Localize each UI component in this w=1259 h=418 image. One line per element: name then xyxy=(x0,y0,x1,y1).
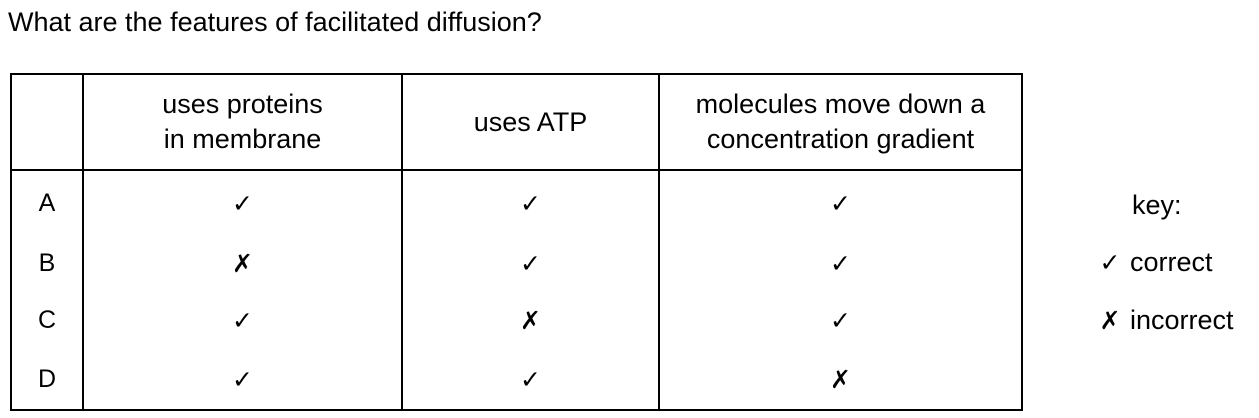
mark-cell: ✓ xyxy=(82,292,403,349)
row-label: D xyxy=(10,349,84,411)
header-line: molecules move down a xyxy=(695,89,986,119)
key-title: key: xyxy=(1132,190,1182,220)
question-text: What are the features of facilitated dif… xyxy=(8,7,542,37)
header-line: in membrane xyxy=(163,124,322,154)
mark-cell: ✓ xyxy=(401,235,660,292)
key-item-incorrect: ✗ incorrect xyxy=(1090,305,1234,336)
header-concentration-gradient: molecules move down a concentration grad… xyxy=(658,73,1023,171)
table-header-row: uses proteins in membrane uses ATP molec… xyxy=(10,73,1023,171)
mark-cell: ✓ xyxy=(658,235,1023,292)
row-label: B xyxy=(10,235,84,292)
table-row: A ✓ ✓ ✓ xyxy=(10,169,1023,235)
mark-cell: ✗ xyxy=(82,235,403,292)
table-row: B ✗ ✓ ✓ xyxy=(10,235,1023,292)
key-item-label: correct xyxy=(1130,247,1213,277)
header-empty-cell xyxy=(10,73,84,171)
mark-cell: ✓ xyxy=(82,349,403,411)
mark-cell: ✓ xyxy=(82,169,403,235)
row-label: A xyxy=(10,169,84,235)
header-uses-proteins: uses proteins in membrane xyxy=(82,73,403,171)
check-icon: ✓ xyxy=(1099,248,1121,277)
header-line: uses ATP xyxy=(473,106,588,137)
features-table: uses proteins in membrane uses ATP molec… xyxy=(10,73,1023,411)
header-line: uses proteins xyxy=(162,89,323,119)
mark-cell: ✗ xyxy=(401,292,660,349)
row-label: C xyxy=(10,292,84,349)
mark-cell: ✓ xyxy=(401,349,660,411)
mark-cell: ✓ xyxy=(401,169,660,235)
cross-icon: ✗ xyxy=(1099,306,1121,335)
key-item-label: incorrect xyxy=(1130,305,1234,335)
table-row: D ✓ ✓ ✗ xyxy=(10,349,1023,411)
header-uses-atp: uses ATP xyxy=(401,73,660,171)
mark-cell: ✓ xyxy=(658,169,1023,235)
header-line: concentration gradient xyxy=(706,124,975,154)
key-item-correct: ✓ correct xyxy=(1090,247,1213,278)
mark-cell: ✓ xyxy=(658,292,1023,349)
mark-cell: ✗ xyxy=(658,349,1023,411)
table-row: C ✓ ✗ ✓ xyxy=(10,292,1023,349)
